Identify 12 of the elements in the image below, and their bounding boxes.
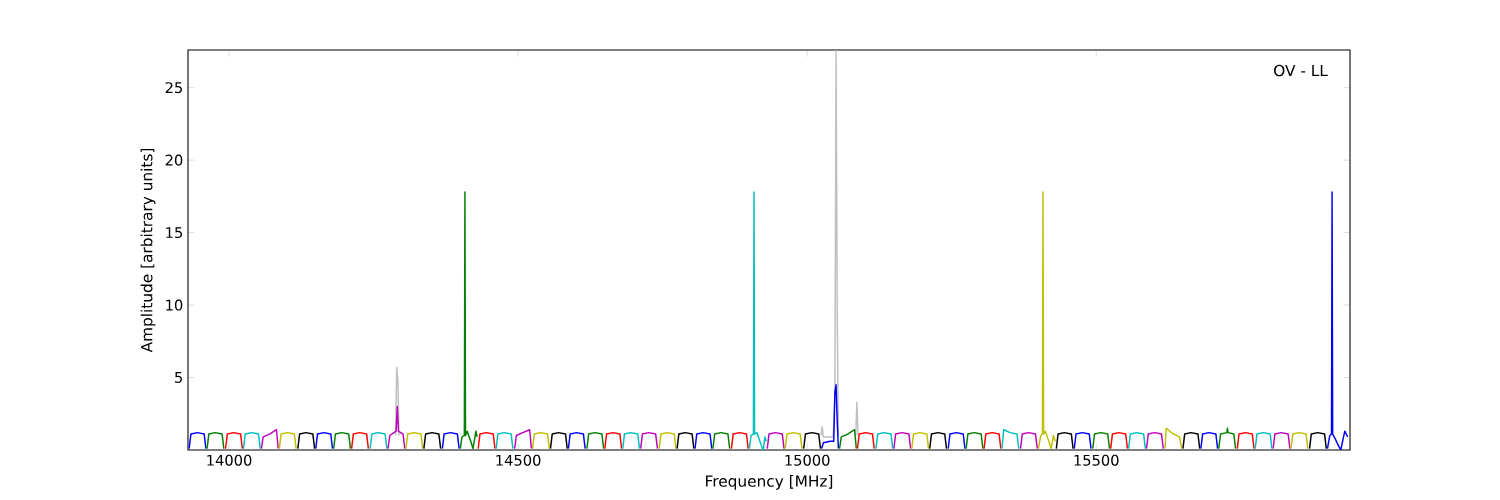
x-tick-label: 15500 <box>1074 454 1119 466</box>
y-tick-label: 20 <box>165 154 183 166</box>
y-tick-label: 25 <box>165 82 183 94</box>
x-tick-label: 14500 <box>496 454 541 466</box>
y-tick-label: 5 <box>175 372 183 383</box>
x-tick-label: 14000 <box>207 454 252 466</box>
x-axis-title: Frequency [MHz] <box>706 474 833 490</box>
x-tick-label: 15000 <box>785 454 830 466</box>
y-tick-label: 10 <box>166 299 183 311</box>
y-axis-title: Amplitude [arbitrary units] <box>140 148 156 353</box>
annotation: OV - LL <box>1274 64 1328 77</box>
y-tick-label: 15 <box>166 227 183 239</box>
